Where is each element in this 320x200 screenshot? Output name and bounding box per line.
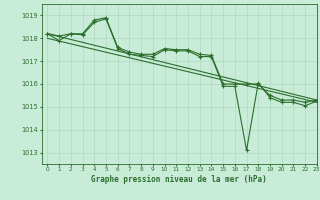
X-axis label: Graphe pression niveau de la mer (hPa): Graphe pression niveau de la mer (hPa) bbox=[91, 175, 267, 184]
